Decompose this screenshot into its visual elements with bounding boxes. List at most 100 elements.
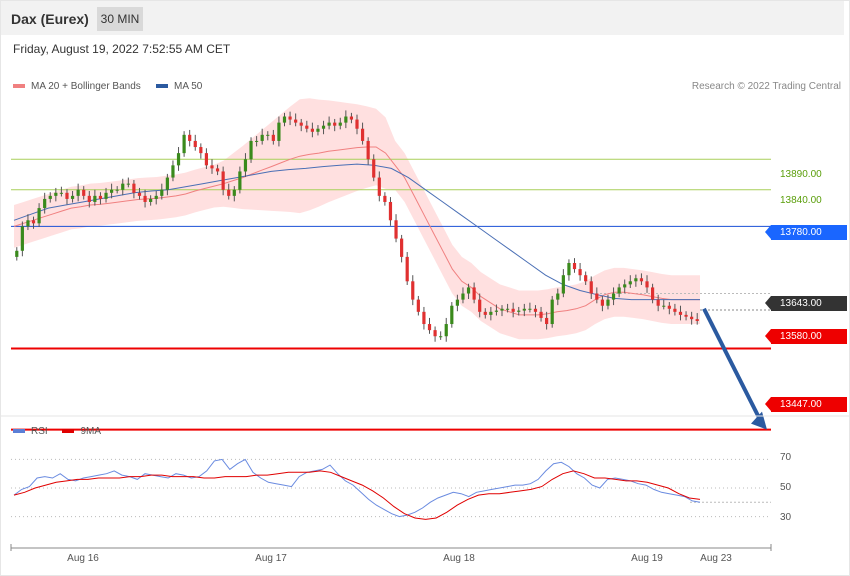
candle-body bbox=[210, 165, 214, 169]
candle-body bbox=[377, 177, 381, 196]
candle-body bbox=[427, 324, 432, 331]
candle-body bbox=[221, 171, 225, 190]
candle-body bbox=[662, 305, 666, 307]
candle-body bbox=[483, 311, 487, 315]
candle-body bbox=[450, 305, 454, 325]
timeframe-badge[interactable]: 30 MIN bbox=[97, 7, 143, 31]
candle-body bbox=[154, 195, 158, 199]
bollinger-band-area bbox=[14, 98, 700, 340]
candle-body bbox=[48, 195, 52, 199]
candle-body bbox=[176, 153, 181, 166]
legend-rsi-label: RSI bbox=[31, 426, 48, 437]
candle-body bbox=[466, 287, 471, 294]
ma50-line bbox=[13, 163, 700, 301]
candle-body bbox=[405, 256, 409, 282]
candle-body bbox=[70, 195, 75, 199]
candle-body bbox=[54, 192, 58, 196]
candle-body bbox=[567, 263, 571, 276]
candle-body bbox=[611, 293, 616, 300]
candle-body bbox=[517, 310, 521, 312]
candle-body bbox=[372, 159, 376, 178]
candle-body bbox=[383, 195, 387, 202]
candle-body bbox=[182, 134, 186, 154]
candle-body bbox=[600, 299, 604, 306]
candle-body bbox=[15, 250, 19, 257]
candle-body bbox=[690, 316, 694, 320]
candle-body bbox=[545, 317, 549, 325]
candle-body bbox=[165, 177, 169, 190]
candle-body bbox=[639, 278, 644, 282]
candle-body bbox=[650, 287, 655, 300]
candle-body bbox=[578, 269, 582, 276]
candle-body bbox=[455, 299, 459, 306]
candle-body bbox=[76, 189, 80, 196]
candle-body bbox=[188, 134, 192, 141]
rsi-tick-30: 30 bbox=[780, 512, 792, 523]
candle-body bbox=[149, 198, 153, 202]
credit-text: Research © 2022 Trading Central bbox=[691, 81, 841, 92]
candle-body bbox=[193, 140, 197, 148]
candle-body bbox=[589, 281, 593, 294]
candle-body bbox=[628, 281, 632, 285]
candle-body bbox=[561, 275, 565, 294]
candle-body bbox=[355, 119, 359, 129]
candle-body bbox=[444, 324, 448, 337]
candle-body bbox=[333, 122, 337, 126]
candle-body bbox=[572, 263, 577, 270]
candle-body bbox=[232, 189, 236, 196]
rsi-swatch-icon bbox=[13, 429, 25, 434]
candle-body bbox=[98, 195, 103, 199]
x-tick-aug19: Aug 19 bbox=[631, 553, 663, 564]
rsi-ma9-line bbox=[13, 470, 701, 520]
candle-body bbox=[87, 195, 91, 202]
candle-body bbox=[634, 278, 638, 282]
candle-body bbox=[65, 192, 69, 199]
candle-body bbox=[539, 311, 543, 318]
candle-body bbox=[238, 171, 242, 190]
candle-body bbox=[255, 140, 259, 142]
legend-ma9-label: 9MA bbox=[80, 426, 102, 437]
candle-body bbox=[338, 122, 342, 126]
level-tag-s2: 13447.00 bbox=[765, 397, 847, 412]
candle-body bbox=[344, 116, 348, 123]
x-tick-aug18: Aug 18 bbox=[443, 553, 475, 564]
x-tick-aug16: Aug 16 bbox=[67, 553, 99, 564]
candle-body bbox=[360, 128, 365, 141]
projection-arrow-shaft bbox=[702, 307, 762, 421]
candle-body bbox=[305, 125, 309, 129]
header-bar: Dax (Eurex) 30 MIN bbox=[1, 1, 844, 35]
candle-body bbox=[595, 293, 599, 300]
rsi-line bbox=[13, 458, 701, 518]
candle-body bbox=[37, 208, 41, 224]
candle-body bbox=[104, 192, 108, 199]
candle-body bbox=[160, 189, 164, 196]
x-tick-aug23: Aug 23 bbox=[700, 553, 732, 564]
candle-body bbox=[266, 134, 270, 136]
candle-body bbox=[556, 293, 560, 300]
rsi-panel bbox=[11, 458, 771, 520]
candle-body bbox=[199, 147, 203, 154]
candle-body bbox=[617, 287, 621, 294]
candle-body bbox=[416, 299, 420, 312]
candle-body bbox=[489, 311, 493, 315]
x-axis bbox=[10, 544, 772, 551]
level-label-r1: 13840.00 bbox=[780, 195, 822, 206]
candle-body bbox=[388, 201, 393, 221]
ma50-swatch-icon bbox=[156, 84, 168, 89]
candle-body bbox=[433, 330, 437, 337]
candle-body bbox=[550, 299, 554, 325]
candle-body bbox=[522, 308, 526, 311]
candle-body bbox=[461, 293, 465, 300]
candle-body bbox=[511, 308, 515, 312]
candle-body bbox=[143, 195, 147, 202]
candle-body bbox=[204, 153, 209, 166]
candle-body bbox=[282, 116, 287, 123]
candle-body bbox=[494, 310, 499, 312]
candle-body bbox=[645, 281, 649, 288]
candle-body bbox=[227, 189, 231, 196]
ma20-line bbox=[13, 146, 700, 316]
candle-body bbox=[394, 220, 398, 239]
candle-body bbox=[110, 189, 114, 193]
candle-body bbox=[623, 284, 627, 288]
